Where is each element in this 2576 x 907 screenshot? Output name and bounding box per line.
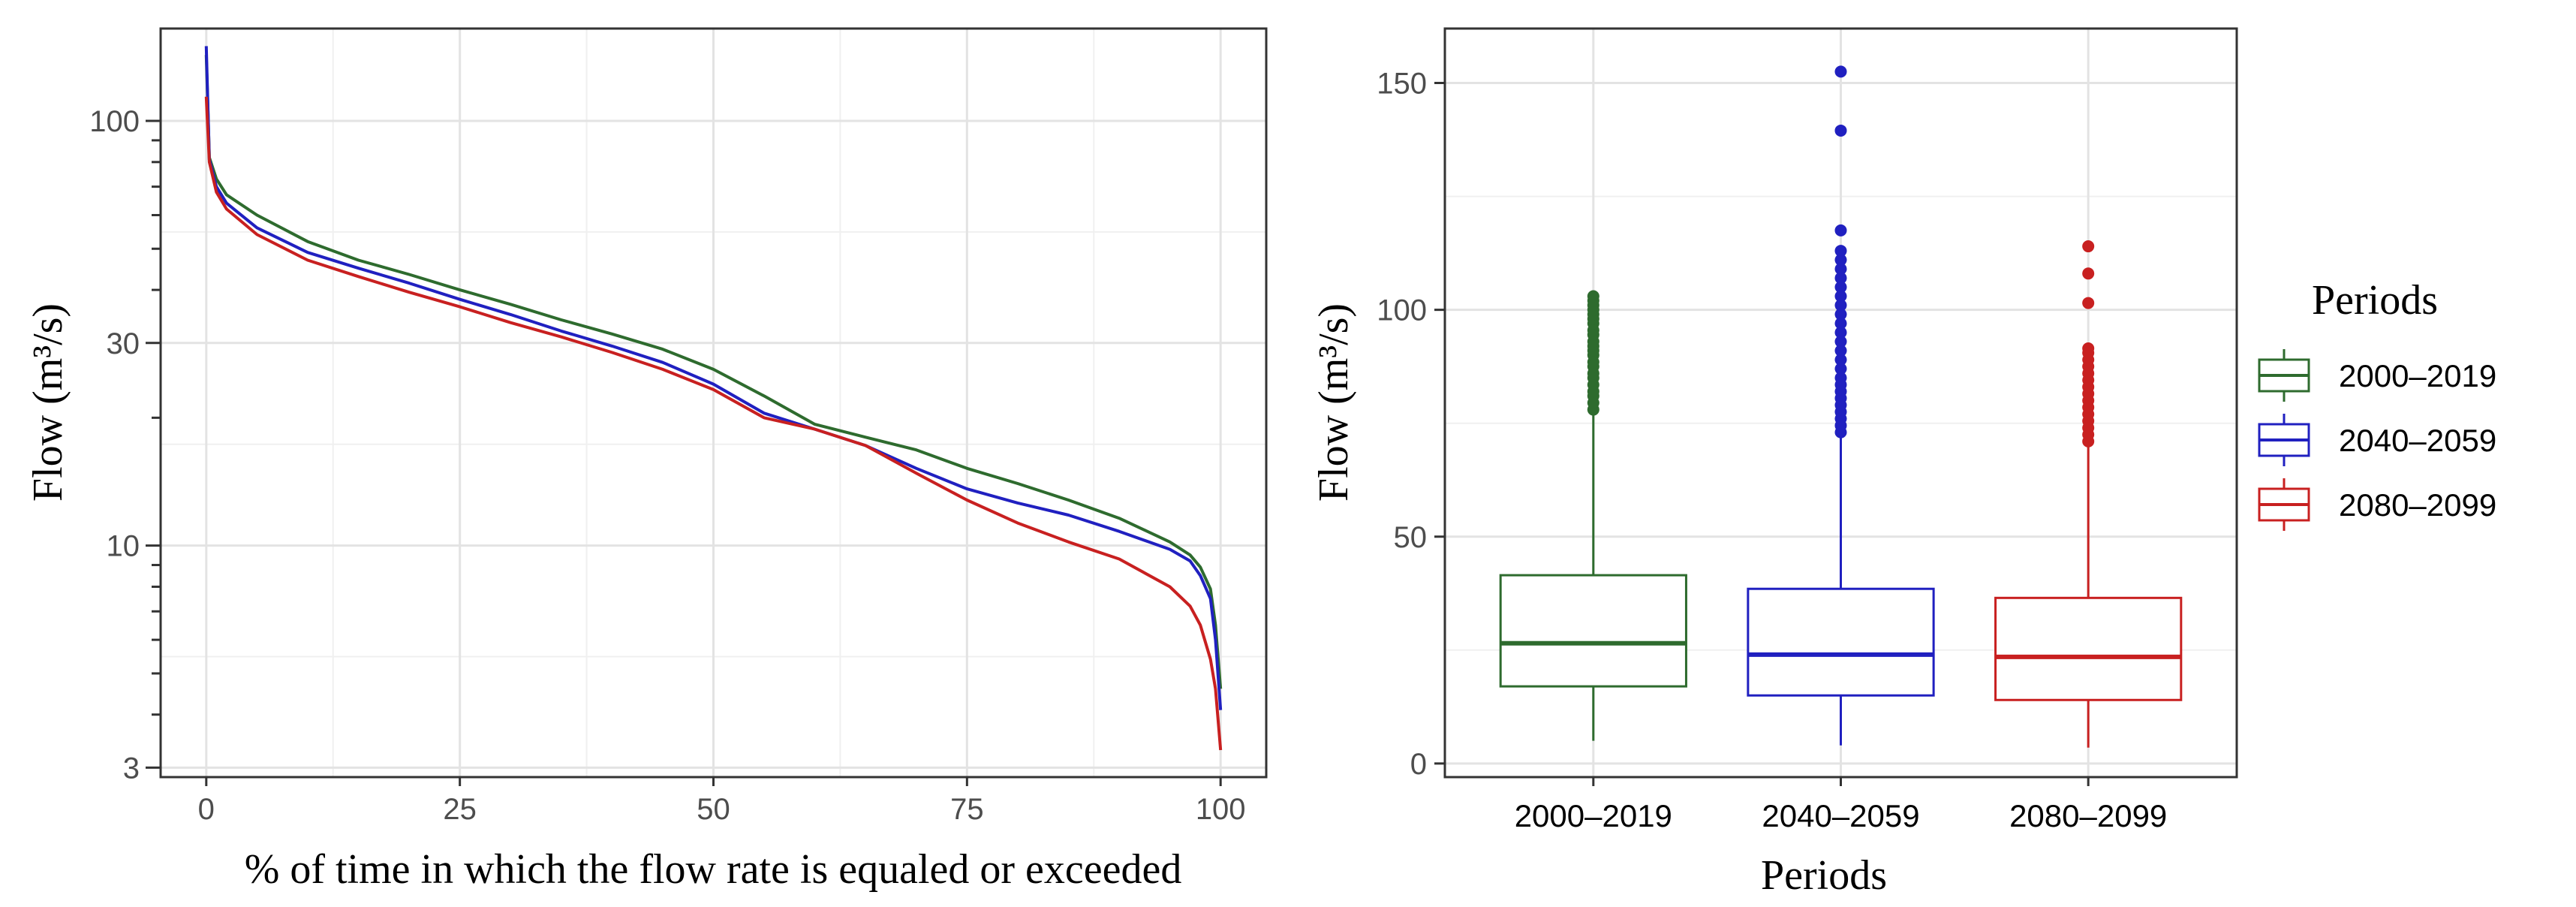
outlier-point <box>1834 263 1847 276</box>
outlier-point <box>2082 297 2095 309</box>
series-line-2080-2099 <box>204 96 1223 751</box>
legend-items: 2000–2019 2040–2059 2080–2099 <box>2258 349 2496 531</box>
outlier-point <box>1834 245 1847 258</box>
interquartile-box <box>1499 574 1687 688</box>
flow-duration-x-axis-title: % of time in which the flow rate is equa… <box>245 846 1182 893</box>
y-tick-label: 100 <box>89 105 140 138</box>
x-tick-label: 2040–2059 <box>1762 798 1919 833</box>
y-tick-label: 150 <box>1377 68 1427 101</box>
legend-item-2080–2099: 2080–2099 <box>2258 478 2496 531</box>
x-tick-label: 25 <box>443 793 477 826</box>
y-tick-label: 10 <box>107 530 140 563</box>
y-tick-label: 0 <box>1410 748 1427 781</box>
outlier-point <box>1834 254 1847 267</box>
legend-label: 2000–2019 <box>2339 358 2496 393</box>
boxplot-panel: 2000–2019 2040–2059 2080–2099 0 50 100 150 Pe… <box>1311 27 2238 899</box>
series-line-2040-2059 <box>204 46 1223 710</box>
outlier-point <box>2082 267 2095 280</box>
outlier-point <box>1834 290 1847 303</box>
box-2000–2019 <box>1499 290 1687 741</box>
x-tick-label: 2000–2019 <box>1515 798 1672 833</box>
outlier-point <box>1587 290 1599 303</box>
x-tick-label: 100 <box>1196 793 1246 826</box>
y-tick-label: 50 <box>1394 521 1428 554</box>
boxplot-x-axis: 2000–2019 2040–2059 2080–2099 <box>1515 777 2167 833</box>
outlier-point <box>1834 65 1847 78</box>
interquartile-box <box>1747 587 1935 697</box>
box-2040–2059 <box>1747 65 1935 746</box>
series-line-2000-2019 <box>204 55 1223 689</box>
outlier-point <box>2082 342 2095 354</box>
legend-label: 2040–2059 <box>2339 423 2496 458</box>
legend-item-2000–2019: 2000–2019 <box>2258 349 2496 402</box>
x-tick-label: 50 <box>697 793 730 826</box>
legend-title: Periods <box>2312 277 2438 324</box>
flow-duration-series <box>204 46 1223 751</box>
y-tick-label: 30 <box>107 327 140 360</box>
flow-duration-x-axis: 0 25 50 75 100 <box>198 777 1246 826</box>
outlier-point <box>1834 326 1847 339</box>
outlier-point <box>1834 272 1847 285</box>
outlier-point <box>2082 240 2095 253</box>
outlier-point <box>1834 345 1847 357</box>
outlier-point <box>1834 308 1847 321</box>
flow-duration-panel: 0 25 50 75 100 3 10 30 100 % of time in which t… <box>25 27 1268 893</box>
legend-item-2040–2059: 2040–2059 <box>2258 414 2496 466</box>
y-tick-label: 3 <box>123 752 140 785</box>
x-tick-label: 2080–2099 <box>2009 798 2167 833</box>
x-tick-label: 0 <box>198 793 215 826</box>
box-2080–2099 <box>1994 240 2183 748</box>
outlier-point <box>1834 372 1847 384</box>
boxplot-y-axis-title: Flow (m³/s) <box>1311 303 1357 502</box>
outlier-point <box>1834 224 1847 237</box>
boxplot-boxes <box>1499 65 2183 748</box>
y-tick-label: 100 <box>1377 294 1427 327</box>
x-tick-label: 75 <box>950 793 984 826</box>
outlier-point <box>1834 354 1847 366</box>
outlier-point <box>1834 335 1847 348</box>
boxplot-y-axis: 0 50 100 150 <box>1377 68 1445 781</box>
flow-duration-y-axis: 3 10 30 100 <box>89 105 161 785</box>
outlier-point <box>1834 299 1847 312</box>
flow-duration-y-axis-title: Flow (m³/s) <box>25 303 71 502</box>
outlier-point <box>1834 281 1847 294</box>
outlier-point <box>1834 124 1847 137</box>
boxplot-x-axis-title: Periods <box>1761 852 1887 899</box>
legend: Periods 2000–2019 2040–2059 2080–2099 <box>2258 277 2496 531</box>
outlier-point <box>1834 317 1847 330</box>
legend-label: 2080–2099 <box>2339 487 2496 523</box>
interquartile-box <box>1994 596 2183 701</box>
outlier-point <box>1834 363 1847 375</box>
